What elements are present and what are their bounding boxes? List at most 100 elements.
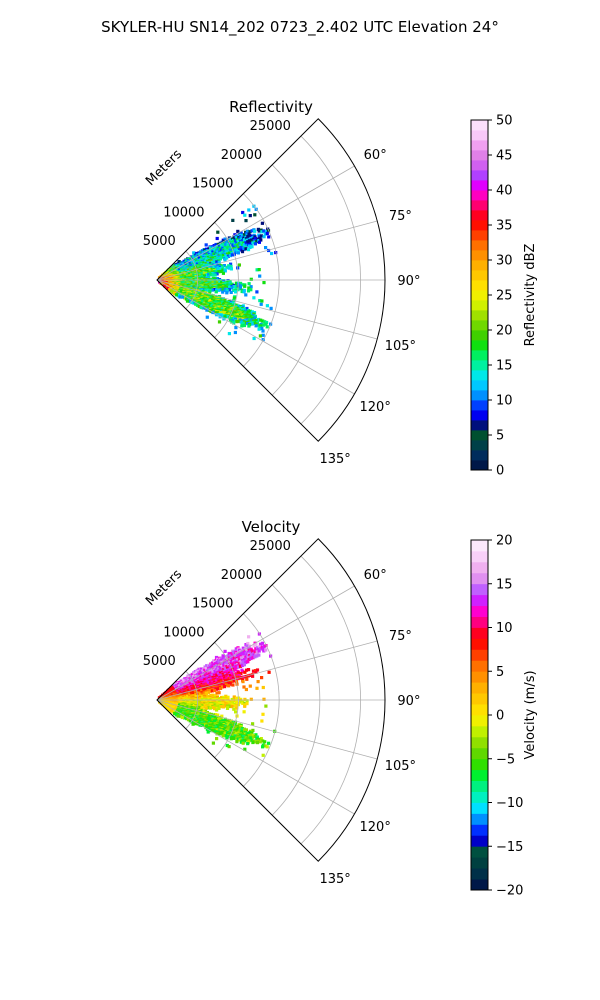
radar-gate: [227, 684, 231, 688]
radar-gate: [260, 641, 264, 645]
radar-gate: [225, 706, 230, 710]
colorbar-swatch: [471, 160, 488, 171]
radar-gate: [253, 213, 257, 217]
radar-gate: [215, 277, 219, 281]
radar-gate: [163, 284, 167, 288]
radar-gate: [222, 664, 226, 668]
grid-spoke: [156, 279, 378, 340]
radar-gate: [245, 699, 249, 703]
radar-gate: [202, 705, 206, 709]
radar-gate: [232, 679, 236, 683]
radar-gate: [230, 705, 234, 709]
radar-gate: [236, 671, 240, 675]
radar-gate: [235, 666, 239, 670]
radar-gate: [210, 296, 214, 301]
colorbar-swatch: [471, 380, 488, 391]
radar-gate: [220, 307, 224, 311]
radar-gate: [227, 244, 231, 248]
radar-gate: [255, 668, 260, 672]
radar-gate: [210, 288, 214, 292]
radar-gate: [234, 285, 238, 289]
radar-gate: [249, 656, 253, 661]
colorbar-swatch: [471, 180, 488, 191]
radar-gate: [215, 691, 219, 695]
radar-gate: [219, 248, 224, 252]
radar-gate: [215, 715, 219, 719]
radar-gate: [217, 278, 222, 283]
radar-gate: [241, 701, 245, 705]
radar-gate: [209, 677, 213, 681]
radar-gate: [239, 320, 243, 324]
radar-gate: [214, 290, 218, 294]
radar-gate: [204, 243, 208, 247]
radar-gate: [199, 288, 203, 292]
radar-gate: [258, 236, 262, 240]
radar-gate: [242, 710, 246, 714]
radar-gate: [239, 700, 243, 704]
radar-gate: [194, 302, 198, 306]
radar-gate: [260, 326, 264, 330]
radar-gate: [220, 656, 224, 660]
radar-gate: [221, 725, 225, 729]
radar-gate: [206, 255, 210, 259]
radar-gate: [222, 243, 226, 247]
radar-gate: [206, 675, 210, 679]
colorbar-swatch: [471, 350, 488, 361]
radar-gate: [238, 664, 243, 668]
radar-gate: [243, 670, 247, 674]
radar-gate: [240, 250, 245, 254]
radar-gate: [224, 704, 228, 708]
colorbar-tick-label: 50: [496, 114, 513, 129]
radar-gate: [208, 689, 212, 693]
radar-gate: [248, 736, 252, 740]
radar-gate: [250, 322, 254, 326]
radar-gate: [212, 719, 216, 723]
radar-gate: [215, 706, 219, 710]
radar-gate: [263, 232, 267, 236]
colorbar-swatch: [471, 190, 488, 201]
radar-gate: [166, 286, 170, 290]
radar-gate: [214, 655, 219, 660]
radar-gate: [205, 315, 209, 319]
radar-gate: [260, 676, 264, 680]
radar-gate: [248, 731, 252, 735]
radar-gate: [209, 683, 213, 687]
radar-gate: [215, 272, 219, 276]
radar-gate: [208, 289, 212, 293]
radar-gate: [269, 306, 273, 310]
colorbar-swatch: [471, 290, 488, 301]
radar-gate: [193, 294, 197, 298]
radar-gate: [220, 676, 224, 680]
colorbar-label: Reflectivity dBZ: [523, 244, 538, 347]
radar-gate: [221, 661, 225, 665]
radar-gate: [217, 691, 221, 695]
colorbar-swatch: [471, 170, 488, 181]
radar-gate: [230, 723, 234, 727]
radar-gate: [193, 687, 197, 691]
radar-gate: [221, 705, 225, 709]
radar-gate: [255, 290, 259, 294]
radar-gate: [192, 251, 196, 255]
radar-gate: [211, 278, 215, 283]
radar-gate: [176, 294, 180, 298]
radar-gate: [227, 665, 231, 669]
radar-gate: [260, 221, 264, 225]
radar-gate: [257, 327, 261, 331]
radar-gate: [223, 237, 227, 241]
radar-gate: [168, 288, 172, 292]
radar-gate: [220, 700, 224, 704]
radar-gate: [219, 658, 223, 662]
colorbar-tick-label: 30: [496, 254, 513, 269]
radar-gate: [181, 295, 185, 299]
radar-gate: [263, 320, 267, 324]
radar-gate: [263, 744, 267, 748]
radar-gate: [223, 649, 227, 653]
radar-gate: [226, 247, 230, 251]
radar-gate: [246, 660, 250, 664]
radar-gate: [232, 285, 236, 289]
radar-gate: [229, 264, 233, 269]
radar-gate: [251, 728, 255, 732]
radar-gate: [209, 704, 213, 708]
radar-gate: [211, 694, 215, 698]
colorbar-swatch: [471, 150, 488, 161]
